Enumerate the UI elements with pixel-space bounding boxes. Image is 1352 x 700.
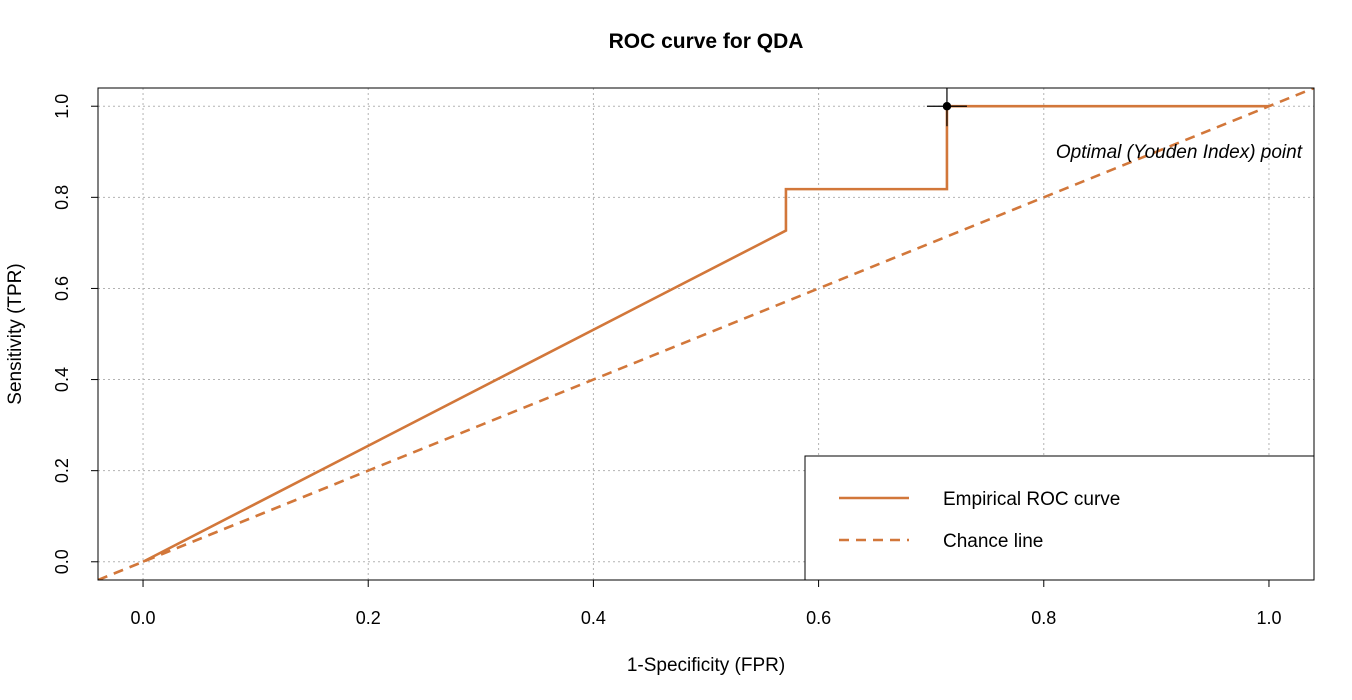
y-tick-label: 0.6 — [52, 276, 72, 301]
x-tick-label: 1.0 — [1256, 608, 1281, 628]
legend: Empirical ROC curve Chance line — [804, 455, 1315, 581]
x-tick-label: 0.4 — [581, 608, 606, 628]
y-tick-label: 0.4 — [52, 367, 72, 392]
y-tick-label: 0.2 — [52, 458, 72, 483]
x-tick-label: 0.2 — [356, 608, 381, 628]
y-tick-label: 0.0 — [52, 549, 72, 574]
legend-label: Chance line — [943, 531, 1043, 552]
optimal-point-label: Optimal (Youden Index) point — [1056, 142, 1303, 163]
legend-box — [804, 455, 1315, 581]
roc-curve-line — [142, 104, 1269, 563]
chart-title: ROC curve for QDA — [609, 30, 804, 53]
series-layer — [98, 88, 1314, 580]
y-axis-title: Sensitivity (TPR) — [5, 263, 26, 404]
y-tick-label: 1.0 — [52, 94, 72, 119]
x-tick-label: 0.8 — [1031, 608, 1056, 628]
x-tick-label: 0.0 — [131, 608, 156, 628]
y-tick-label: 0.8 — [52, 185, 72, 210]
legend-label: Empirical ROC curve — [943, 489, 1120, 510]
annotation-layer: Optimal (Youden Index) point — [926, 88, 1303, 163]
grid-layer — [98, 88, 1314, 580]
ticks-layer: 0.0 0.2 0.4 0.6 0.8 1.0 0.0 0.2 0.4 0.6 0.8 1.0 — [52, 94, 1281, 628]
optimal-point-marker — [942, 102, 952, 111]
x-tick-label: 0.6 — [806, 608, 831, 628]
chance-line — [98, 88, 1314, 580]
plot-frame — [97, 87, 1315, 581]
x-axis-title: 1-Specificity (FPR) — [627, 655, 785, 676]
